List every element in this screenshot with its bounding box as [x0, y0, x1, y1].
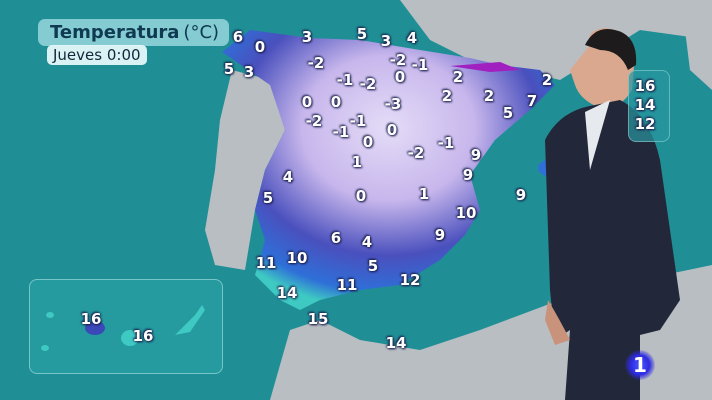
- temp-label: 9: [470, 146, 482, 164]
- forecast-time: Jueves 0:00: [53, 46, 141, 64]
- temp-label: 2: [541, 71, 553, 89]
- temp-label: -2: [307, 54, 325, 72]
- temp-label: 0: [362, 133, 374, 151]
- temp-label: 11: [336, 276, 358, 294]
- temp-label: -1: [349, 112, 367, 130]
- temp-label: 14: [385, 334, 407, 352]
- temp-label: 0: [355, 187, 367, 205]
- temp-label: 5: [356, 25, 368, 43]
- temp-label: -1: [332, 123, 350, 141]
- temp-label: 2: [441, 87, 453, 105]
- temp-label: 4: [282, 168, 294, 186]
- temp-label: 5: [367, 257, 379, 275]
- temp-label: 6: [330, 229, 342, 247]
- temp-label: 1: [351, 153, 363, 171]
- temp-label-balearic-1: 16: [634, 77, 656, 95]
- temp-label: 10: [286, 249, 308, 267]
- temp-label: 5: [502, 104, 514, 122]
- canary-islands-inset: 16 16: [29, 279, 223, 374]
- temp-label: 14: [276, 284, 298, 302]
- temp-label: 4: [361, 233, 373, 251]
- temp-label: -3: [384, 95, 402, 113]
- sardinia-land: [685, 20, 712, 90]
- temp-label: 3: [301, 28, 313, 46]
- ibiza: [516, 195, 524, 201]
- canary-islands-map: [41, 305, 205, 351]
- temp-label: -2: [359, 75, 377, 93]
- map-title: Temperatura: [50, 22, 180, 43]
- temp-label-tenerife: 16: [80, 310, 102, 328]
- temp-label: 9: [462, 166, 474, 184]
- iberia-temperature-field: [222, 30, 555, 310]
- temp-label: 7: [526, 92, 538, 110]
- temp-label: 9: [515, 186, 527, 204]
- pyrenees-freezing: [450, 62, 520, 72]
- temp-label: 1: [418, 185, 430, 203]
- temp-label: 3: [243, 63, 255, 81]
- temp-label: 2: [452, 68, 464, 86]
- temp-label: -1: [336, 71, 354, 89]
- temp-label: 0: [386, 121, 398, 139]
- temp-label: 0: [394, 68, 406, 86]
- temp-label: 5: [262, 189, 274, 207]
- portugal-land: [205, 70, 285, 270]
- date-banner: Jueves 0:00: [47, 45, 147, 65]
- temp-label: 15: [307, 310, 329, 328]
- map-unit: (°C): [183, 22, 220, 43]
- temp-label-balearic-3: 12: [634, 115, 656, 133]
- temp-label: 0: [330, 93, 342, 111]
- temp-label: 0: [254, 38, 266, 56]
- temp-label: 10: [455, 204, 477, 222]
- temp-label: 5: [223, 60, 235, 78]
- temp-label: -2: [389, 51, 407, 69]
- tve1-logo: 1: [625, 350, 655, 380]
- temp-label: 0: [301, 93, 313, 111]
- temp-label: 12: [399, 271, 421, 289]
- temp-label-gran-canaria: 16: [132, 327, 154, 345]
- temp-label: 11: [255, 254, 277, 272]
- balearic-inset: 16 14 12: [628, 70, 670, 142]
- temp-label: 9: [434, 226, 446, 244]
- temp-label: 4: [406, 29, 418, 47]
- title-banner: Temperatura (°C): [38, 19, 230, 46]
- temp-label: -1: [411, 56, 429, 74]
- temp-label: 2: [483, 87, 495, 105]
- temp-label: -2: [407, 144, 425, 162]
- temp-label: -1: [437, 134, 455, 152]
- temp-label: 6: [232, 28, 244, 46]
- channel-number: 1: [633, 353, 647, 377]
- temp-label: -2: [305, 112, 323, 130]
- temp-label: 3: [380, 32, 392, 50]
- temp-label-balearic-2: 14: [634, 96, 656, 114]
